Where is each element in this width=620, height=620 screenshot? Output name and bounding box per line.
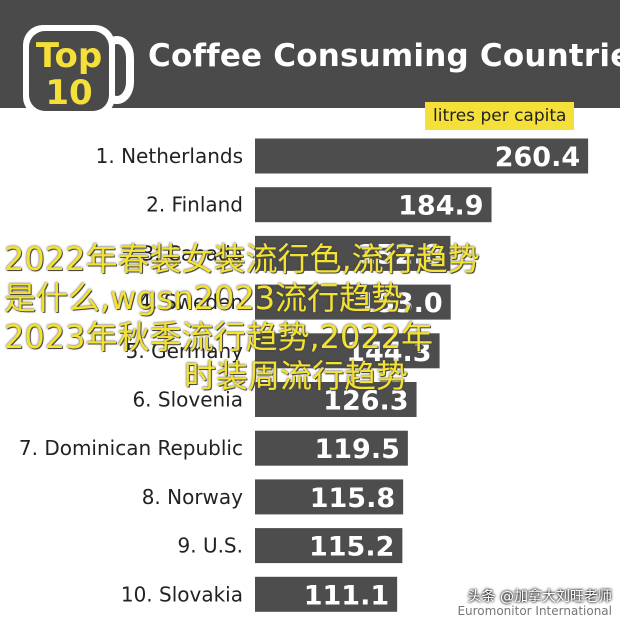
- chart-title: Coffee Consuming Countries: [148, 38, 620, 74]
- value-label: 119.5: [314, 434, 399, 465]
- value-label: 111.1: [304, 580, 389, 611]
- bar: [255, 235, 451, 271]
- category-label: 8. Norway: [142, 485, 243, 509]
- category-label: 2. Finland: [146, 193, 243, 217]
- top10-badge: Top 10: [23, 25, 134, 117]
- watermark-text: 头条 @加拿大刘旺老师: [467, 589, 612, 605]
- value-label: 260.4: [495, 142, 580, 173]
- value-label: 153.0: [357, 288, 442, 319]
- value-label: 144.3: [346, 337, 431, 368]
- bar: [255, 187, 492, 223]
- category-label: 10. Slovakia: [121, 582, 243, 606]
- source-credit: Euromonitor International: [457, 604, 612, 618]
- badge-top-text: Top: [36, 36, 102, 76]
- value-label: 152.8: [357, 239, 442, 270]
- unit-label: litres per capita: [425, 102, 575, 130]
- category-label: 6. Slovenia: [132, 388, 243, 412]
- category-label: 9. U.S.: [178, 534, 244, 558]
- value-label: 115.2: [309, 532, 394, 563]
- category-label: 7. Dominican Republic: [19, 436, 243, 460]
- category-label: 4. Sweden: [139, 290, 243, 314]
- badge-mug-inner: [29, 31, 109, 111]
- bar: [255, 333, 440, 369]
- bar: [255, 479, 404, 515]
- bar: [255, 382, 417, 417]
- bar: [255, 284, 451, 320]
- bar: [255, 430, 408, 466]
- value-label: 126.3: [323, 386, 408, 417]
- value-label: 115.8: [310, 483, 395, 514]
- badge-number-text: 10: [45, 73, 92, 113]
- bar: [255, 576, 398, 612]
- bar: [255, 138, 589, 174]
- category-label: 3. Canada: [141, 241, 243, 265]
- value-label: 184.9: [398, 191, 483, 222]
- category-label: 5. Germany: [126, 339, 244, 363]
- category-label: 1. Netherlands: [96, 144, 243, 168]
- bar: [255, 528, 403, 564]
